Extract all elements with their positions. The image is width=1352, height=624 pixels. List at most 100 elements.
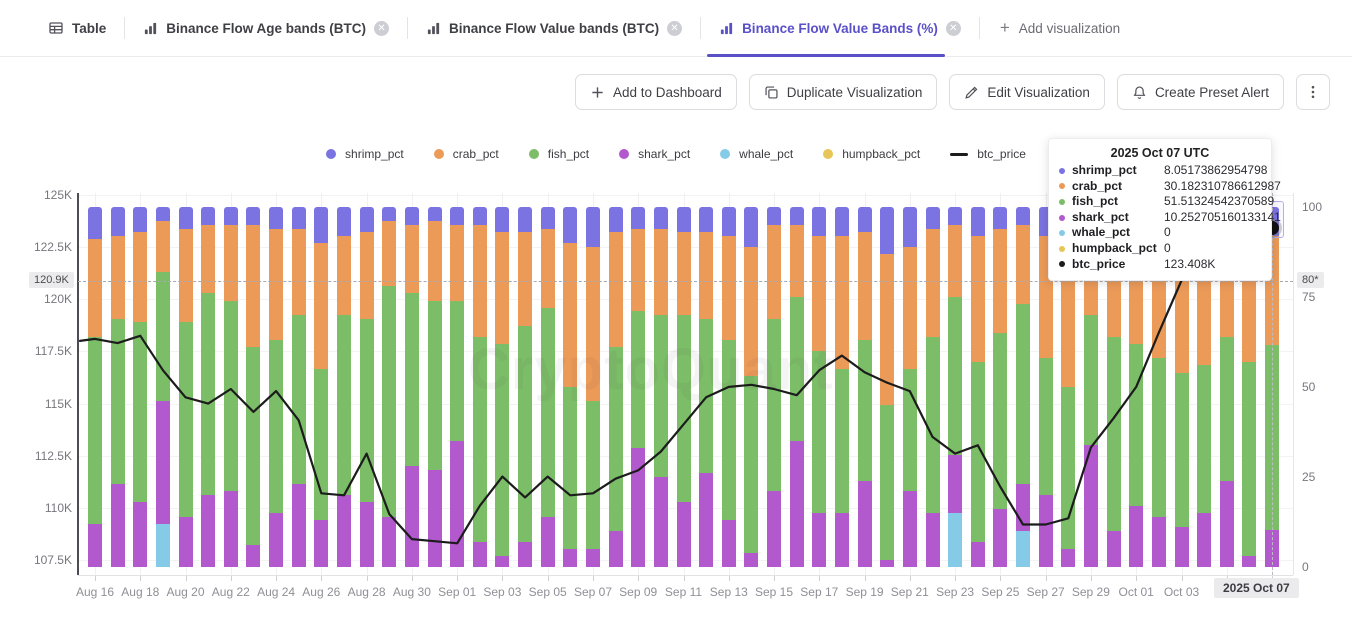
edit-visualization-button[interactable]: Edit Visualization bbox=[949, 74, 1105, 110]
bar-segment-crab_pct[interactable] bbox=[337, 235, 351, 315]
bar-segment-shrimp_pct[interactable] bbox=[925, 207, 940, 229]
bar-segment-fish_pct[interactable] bbox=[223, 300, 238, 492]
bar-segment-fish_pct[interactable] bbox=[948, 297, 963, 456]
bar-segment-shark_pct[interactable] bbox=[1083, 444, 1098, 567]
bar-segment-shark_pct[interactable] bbox=[631, 448, 646, 567]
bar-segment-shark_pct[interactable] bbox=[993, 509, 1008, 567]
bar-segment-crab_pct[interactable] bbox=[586, 246, 600, 402]
bar-segment-shrimp_pct[interactable] bbox=[337, 207, 351, 236]
bar-segment-crab_pct[interactable] bbox=[178, 228, 193, 323]
bar-segment-fish_pct[interactable] bbox=[88, 336, 102, 524]
bar-segment-crab_pct[interactable] bbox=[880, 253, 895, 405]
bar-segment-fish_pct[interactable] bbox=[133, 322, 148, 503]
bar-segment-fish_pct[interactable] bbox=[653, 315, 668, 477]
bar-segment-shark_pct[interactable] bbox=[789, 441, 804, 567]
bar-segment-shark_pct[interactable] bbox=[586, 549, 600, 567]
bar-segment-shrimp_pct[interactable] bbox=[223, 207, 238, 225]
bar-segment-shrimp_pct[interactable] bbox=[608, 207, 623, 233]
bar-segment-crab_pct[interactable] bbox=[563, 243, 578, 387]
bar-segment-fish_pct[interactable] bbox=[1151, 358, 1166, 517]
bar-segment-crab_pct[interactable] bbox=[518, 232, 533, 326]
bar-segment-fish_pct[interactable] bbox=[518, 325, 533, 542]
bar-segment-fish_pct[interactable] bbox=[857, 340, 872, 481]
bar-segment-crab_pct[interactable] bbox=[88, 239, 102, 337]
bar-segment-crab_pct[interactable] bbox=[699, 232, 714, 319]
bar-segment-shrimp_pct[interactable] bbox=[789, 207, 804, 225]
bar-segment-shark_pct[interactable] bbox=[246, 545, 261, 567]
bar-segment-shark_pct[interactable] bbox=[948, 455, 963, 513]
bar-segment-fish_pct[interactable] bbox=[1038, 358, 1053, 495]
bar-segment-crab_pct[interactable] bbox=[269, 228, 284, 341]
bar-segment-fish_pct[interactable] bbox=[812, 351, 827, 513]
bar-segment-shark_pct[interactable] bbox=[1061, 549, 1076, 567]
bar-segment-crab_pct[interactable] bbox=[653, 228, 668, 315]
bar-segment-shark_pct[interactable] bbox=[563, 549, 578, 567]
bar-segment-shark_pct[interactable] bbox=[133, 502, 148, 567]
bar-segment-fish_pct[interactable] bbox=[450, 300, 465, 441]
bar-segment-shark_pct[interactable] bbox=[699, 473, 714, 567]
bar-segment-shark_pct[interactable] bbox=[88, 523, 102, 567]
tab-binance-flow-value-bands-btc-[interactable]: Binance Flow Value bands (BTC) ✕ bbox=[408, 0, 700, 57]
bar-segment-crab_pct[interactable] bbox=[925, 228, 940, 337]
bar-segment-crab_pct[interactable] bbox=[495, 232, 510, 344]
bar-segment-fish_pct[interactable] bbox=[1197, 365, 1212, 513]
bar-segment-shrimp_pct[interactable] bbox=[201, 207, 216, 225]
bar-segment-shrimp_pct[interactable] bbox=[427, 207, 442, 222]
bar-segment-shark_pct[interactable] bbox=[269, 513, 284, 567]
bar-segment-shrimp_pct[interactable] bbox=[834, 207, 849, 236]
bar-segment-crab_pct[interactable] bbox=[676, 232, 691, 315]
bar-segment-fish_pct[interactable] bbox=[110, 318, 125, 485]
bar-segment-fish_pct[interactable] bbox=[789, 297, 804, 441]
bar-segment-shrimp_pct[interactable] bbox=[246, 207, 261, 225]
duplicate-visualization-button[interactable]: Duplicate Visualization bbox=[748, 74, 938, 110]
bar-segment-fish_pct[interactable] bbox=[1106, 336, 1121, 531]
bar-segment-fish_pct[interactable] bbox=[359, 318, 374, 503]
bar-segment-shrimp_pct[interactable] bbox=[495, 207, 510, 233]
bar-segment-shark_pct[interactable] bbox=[744, 552, 759, 567]
bar-segment-shark_pct[interactable] bbox=[653, 477, 668, 567]
bar-segment-shrimp_pct[interactable] bbox=[857, 207, 872, 233]
bar-segment-shrimp_pct[interactable] bbox=[1016, 207, 1030, 225]
bar-segment-fish_pct[interactable] bbox=[269, 340, 284, 513]
bar-segment-crab_pct[interactable] bbox=[359, 232, 374, 319]
bar-segment-fish_pct[interactable] bbox=[1129, 343, 1144, 506]
bar-segment-shark_pct[interactable] bbox=[359, 502, 374, 567]
bar-segment-fish_pct[interactable] bbox=[880, 405, 895, 560]
bar-segment-shrimp_pct[interactable] bbox=[880, 207, 895, 254]
more-options-button[interactable] bbox=[1296, 74, 1330, 110]
bar-segment-crab_pct[interactable] bbox=[110, 235, 125, 319]
bar-segment-whale_pct[interactable] bbox=[155, 523, 170, 567]
bar-segment-crab_pct[interactable] bbox=[540, 228, 555, 308]
bar-segment-fish_pct[interactable] bbox=[1242, 361, 1257, 557]
bar-segment-shrimp_pct[interactable] bbox=[472, 207, 487, 225]
bar-segment-whale_pct[interactable] bbox=[948, 513, 963, 567]
bar-segment-shark_pct[interactable] bbox=[178, 516, 193, 567]
chart-plot-area[interactable] bbox=[78, 193, 1293, 575]
bar-segment-fish_pct[interactable] bbox=[540, 307, 555, 517]
bar-segment-fish_pct[interactable] bbox=[970, 361, 985, 542]
bar-segment-shark_pct[interactable] bbox=[676, 502, 691, 567]
bar-segment-shark_pct[interactable] bbox=[767, 491, 781, 567]
bar-segment-crab_pct[interactable] bbox=[767, 225, 781, 319]
bar-segment-shrimp_pct[interactable] bbox=[948, 207, 963, 225]
bar-segment-shrimp_pct[interactable] bbox=[178, 207, 193, 229]
close-icon[interactable]: ✕ bbox=[667, 20, 683, 36]
bar-segment-shrimp_pct[interactable] bbox=[653, 207, 668, 229]
bar-segment-shark_pct[interactable] bbox=[540, 516, 555, 567]
legend-item-shrimp_pct[interactable]: shrimp_pct bbox=[326, 147, 404, 161]
bar-segment-fish_pct[interactable] bbox=[337, 315, 351, 495]
legend-item-whale_pct[interactable]: whale_pct bbox=[720, 147, 793, 161]
bar-segment-fish_pct[interactable] bbox=[608, 347, 623, 531]
close-icon[interactable]: ✕ bbox=[374, 20, 390, 36]
bar-segment-shrimp_pct[interactable] bbox=[812, 207, 827, 236]
add-visualization-button[interactable]: + Add visualization bbox=[980, 18, 1140, 38]
bar-segment-crab_pct[interactable] bbox=[246, 225, 261, 348]
bar-segment-fish_pct[interactable] bbox=[767, 318, 781, 492]
legend-item-fish_pct[interactable]: fish_pct bbox=[528, 147, 589, 161]
bar-segment-shark_pct[interactable] bbox=[337, 495, 351, 567]
bar-segment-crab_pct[interactable] bbox=[133, 232, 148, 323]
bar-segment-shark_pct[interactable] bbox=[1106, 531, 1121, 567]
bar-segment-shark_pct[interactable] bbox=[314, 520, 329, 567]
bar-segment-shrimp_pct[interactable] bbox=[155, 207, 170, 222]
bar-segment-shark_pct[interactable] bbox=[1038, 495, 1053, 567]
